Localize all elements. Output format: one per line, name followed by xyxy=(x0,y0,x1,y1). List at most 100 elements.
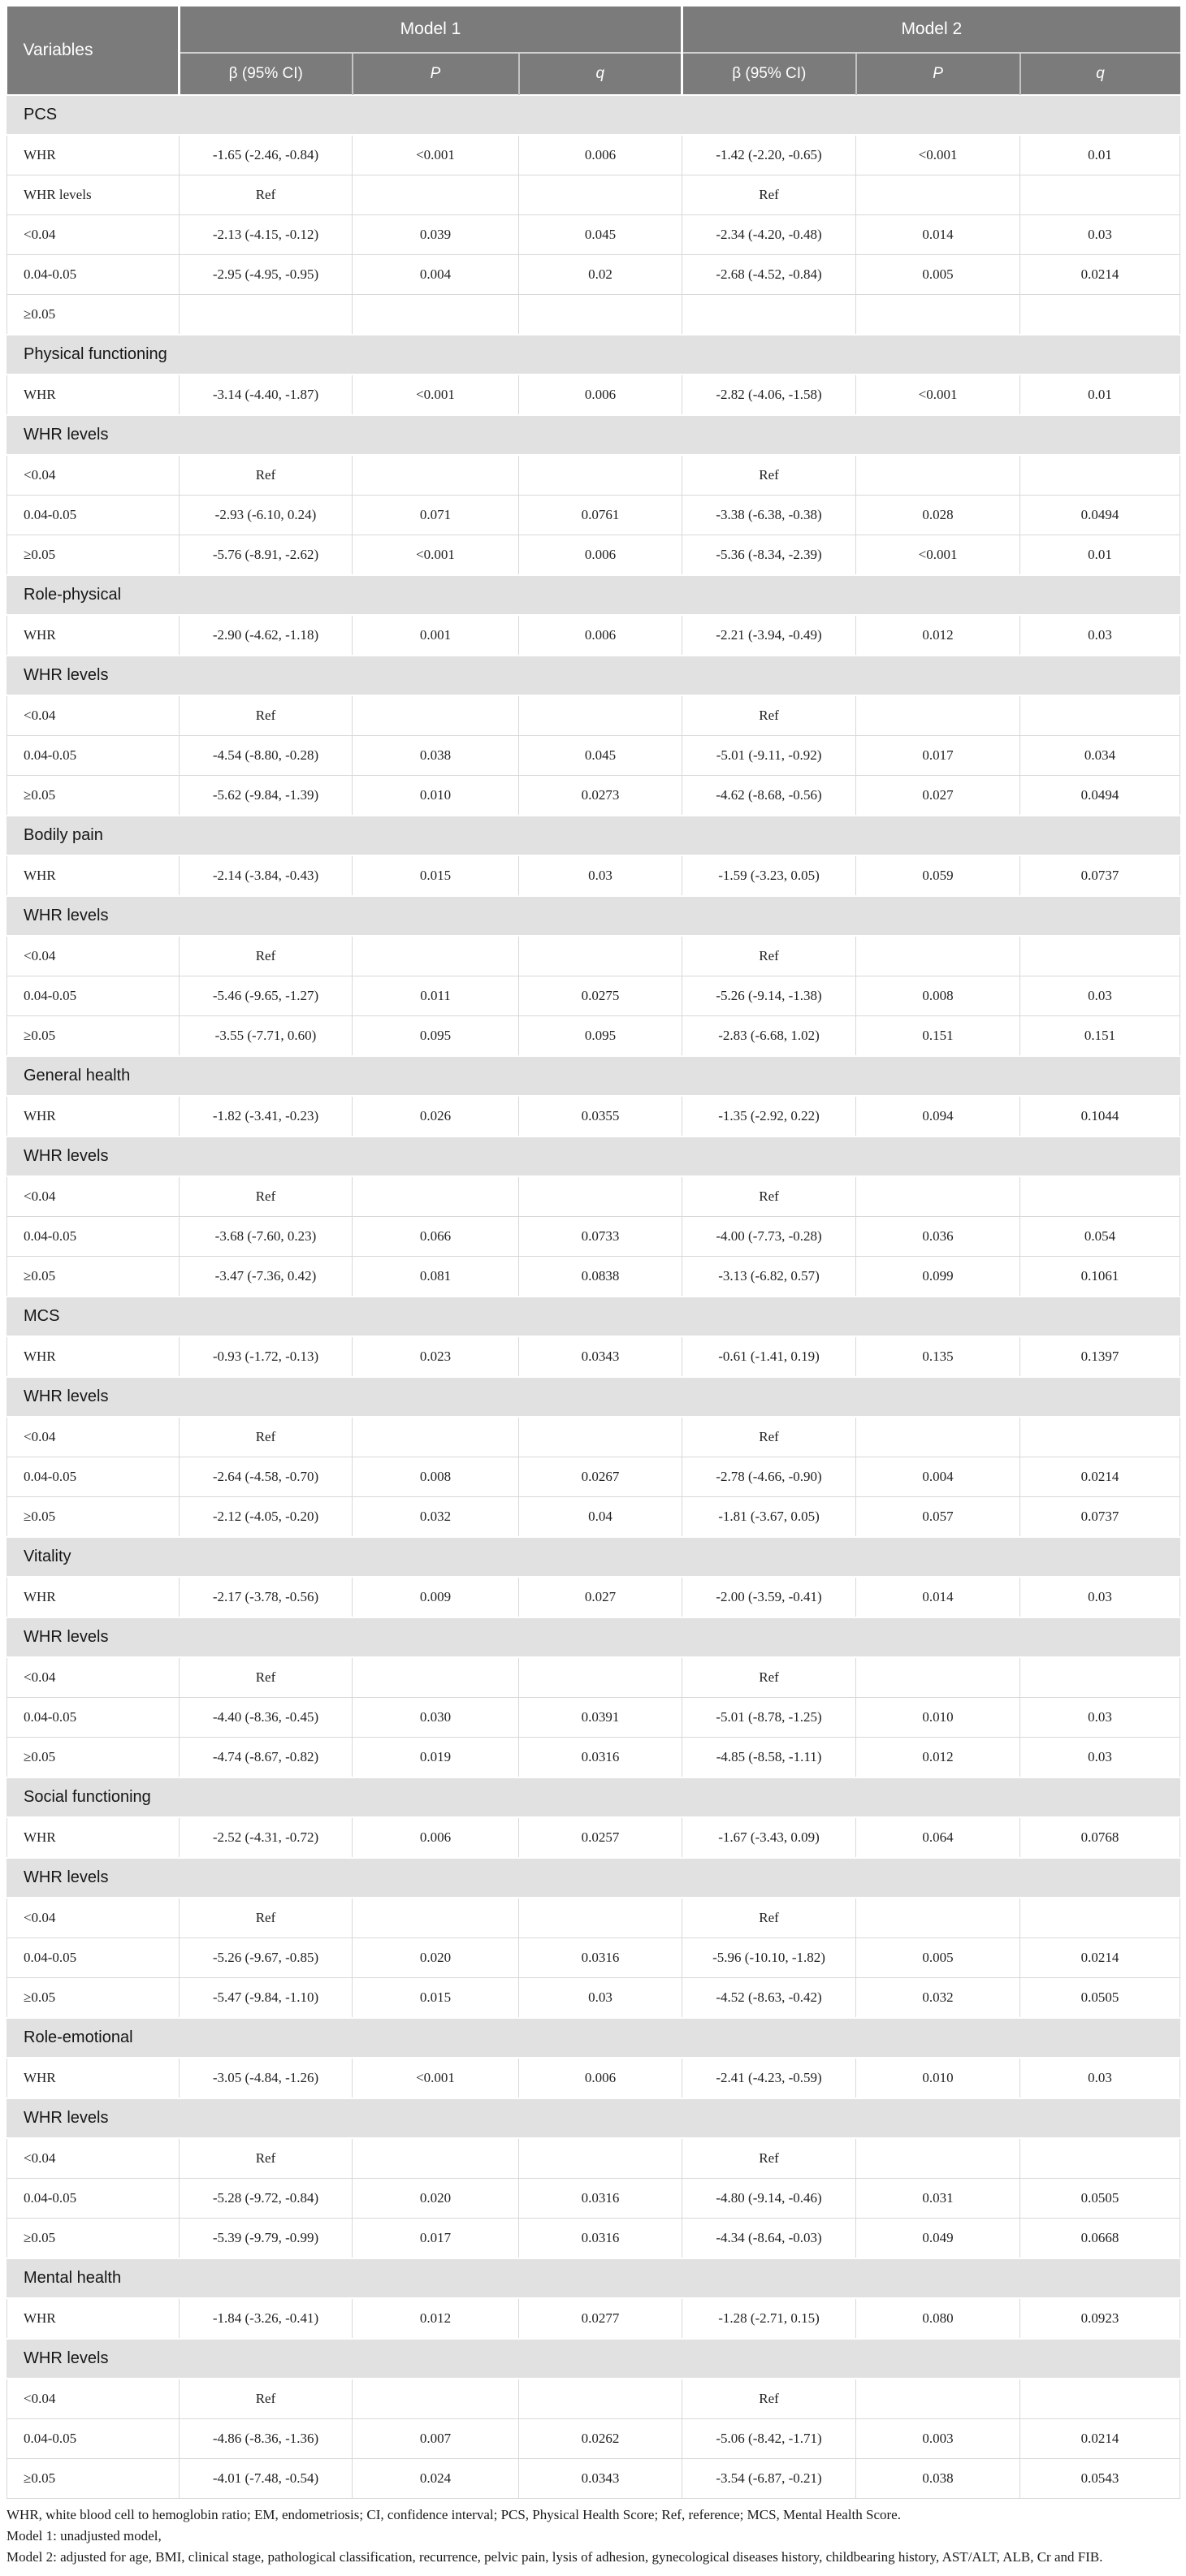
m2-p-cell: 0.080 xyxy=(855,2297,1021,2340)
table-row: 0.04-0.05 -2.93 (-6.10, 0.24) 0.071 0.0761-… xyxy=(6,495,1181,535)
m2-q-header: q xyxy=(1019,52,1180,95)
m2-beta-cell: -1.67 (-3.43, 0.09) xyxy=(682,1816,857,1859)
table-row: <0.04 Ref Ref xyxy=(6,2137,1181,2179)
m1-beta-cell: -1.82 (-3.41, -0.23) xyxy=(179,1095,353,1137)
m2-q-cell: 0.03 xyxy=(1019,214,1181,255)
m1-q-cell: 0.0316 xyxy=(517,1937,683,1978)
m2-q-cell: 0.03 xyxy=(1019,1737,1181,1778)
m1-p-cell: 0.081 xyxy=(352,1256,519,1297)
m2-beta-cell: -5.96 (-10.10, -1.82) xyxy=(682,1937,857,1978)
m2-p-cell: 0.027 xyxy=(855,775,1021,816)
m1-p-cell: 0.032 xyxy=(352,1496,519,1538)
table-row: 0.04-0.05 -2.95 (-4.95, -0.95) 0.004 0.02 -2… xyxy=(6,254,1181,295)
m2-beta-cell: -5.26 (-9.14, -1.38) xyxy=(682,976,857,1016)
m1-q-cell: 0.0343 xyxy=(517,1336,683,1378)
m1-q-cell: 0.0316 xyxy=(517,2178,683,2219)
m2-q-cell: 0.0214 xyxy=(1019,2418,1181,2459)
m2-p-cell: 0.005 xyxy=(855,254,1021,295)
m2-q-cell: 0.0505 xyxy=(1019,1977,1181,2019)
row-label: ≥0.05 xyxy=(6,1977,180,2019)
m1-q-cell: 0.0273 xyxy=(517,775,683,816)
m1-beta-header: β (95% CI) xyxy=(178,52,353,95)
table-row: WHR -1.65 (-2.46, -0.84) <0.001 0.006 -1.42 … xyxy=(6,134,1181,175)
m2-q-cell: 0.0214 xyxy=(1019,1457,1181,1497)
m2-beta-cell: -1.81 (-3.67, 0.05) xyxy=(682,1496,857,1538)
m1-q-cell xyxy=(517,1416,683,1457)
m1-p-cell xyxy=(352,1175,519,1217)
m2-q-cell xyxy=(1019,695,1181,736)
table-row: ≥0.05 -3.47 (-7.36, 0.42) 0.081 0.0838 -3.13… xyxy=(6,1256,1181,1297)
m1-q-cell: 0.006 xyxy=(517,614,683,656)
table-row: ≥0.05 -5.47 (-9.84, -1.10) 0.015 0.03 -4.52 … xyxy=(6,1977,1181,2019)
m2-beta-cell: -0.61 (-1.41, 0.19) xyxy=(682,1336,857,1378)
row-label: WHR xyxy=(6,2297,180,2340)
m1-beta-cell: -5.62 (-9.84, -1.39) xyxy=(179,775,353,816)
m1-beta-cell: Ref xyxy=(179,1416,353,1457)
section-row-bodily-pain: Bodily pain xyxy=(6,815,1181,856)
footnotes: WHR, white blood cell to hemoglobin rati… xyxy=(6,2505,1180,2568)
m1-beta-cell: -4.40 (-8.36, -0.45) xyxy=(179,1697,353,1738)
m2-p-cell: 0.003 xyxy=(855,2418,1021,2459)
m1-q-cell: 0.03 xyxy=(517,855,683,897)
table-row: WHR -2.52 (-4.31, -0.72) 0.006 0.0257 -1.67 … xyxy=(6,1816,1181,1859)
m1-q-cell: 0.095 xyxy=(517,1015,683,1057)
m1-beta-cell: -5.39 (-9.79, -0.99) xyxy=(179,2218,353,2259)
m2-q-cell xyxy=(1019,1416,1181,1457)
m1-beta-cell: Ref xyxy=(179,1175,353,1217)
m2-p-cell: 0.012 xyxy=(855,614,1021,656)
m2-p-cell: 0.099 xyxy=(855,1256,1021,1297)
m2-q-cell xyxy=(1019,2137,1181,2179)
m1-p-cell: <0.001 xyxy=(352,134,519,175)
m1-beta-cell: -0.93 (-1.72, -0.13) xyxy=(179,1336,353,1378)
m2-q-cell: 0.0543 xyxy=(1019,2458,1181,2499)
m1-q-cell xyxy=(517,454,683,496)
m1-beta-cell: -2.90 (-4.62, -1.18) xyxy=(179,614,353,656)
m2-q-cell xyxy=(1019,2378,1181,2419)
m1-p-cell: 0.030 xyxy=(352,1697,519,1738)
m1-q-cell: 0.02 xyxy=(517,254,683,295)
section-row-mcs: MCS xyxy=(6,1296,1181,1337)
m1-beta-cell: -3.05 (-4.84, -1.26) xyxy=(179,2057,353,2099)
m1-q-cell xyxy=(517,1897,683,1938)
m2-q-cell: 0.03 xyxy=(1019,1576,1181,1618)
row-label: 0.04-0.05 xyxy=(6,1937,180,1978)
section-title: PCS xyxy=(6,94,1181,136)
m2-beta-cell xyxy=(682,294,857,336)
table-row: <0.04 Ref Ref xyxy=(6,454,1181,496)
row-label: WHR xyxy=(6,1816,180,1859)
m2-q-cell: 0.0494 xyxy=(1019,775,1181,816)
m1-p-cell: 0.039 xyxy=(352,214,519,255)
m2-p-cell: 0.151 xyxy=(855,1015,1021,1057)
m2-q-cell: 0.0737 xyxy=(1019,855,1181,897)
row-label: WHR xyxy=(6,134,180,175)
section-row-general-health: General health xyxy=(6,1055,1181,1097)
m2-p-cell: 0.010 xyxy=(855,1697,1021,1738)
m2-beta-cell: -3.13 (-6.82, 0.57) xyxy=(682,1256,857,1297)
m2-beta-cell: -1.42 (-2.20, -0.65) xyxy=(682,134,857,175)
row-label: <0.04 xyxy=(6,2137,180,2179)
m1-beta-cell: -1.84 (-3.26, -0.41) xyxy=(179,2297,353,2340)
section-title: MCS xyxy=(6,1296,1181,1337)
section-row-social-functioning: Social functioning xyxy=(6,1777,1181,1818)
m1-q-cell: 0.0262 xyxy=(517,2418,683,2459)
m1-q-cell: 0.027 xyxy=(517,1576,683,1618)
m2-q-cell: 0.0505 xyxy=(1019,2178,1181,2219)
m2-beta-header: β (95% CI) xyxy=(681,52,856,95)
m1-q-cell xyxy=(517,294,683,336)
m2-q-cell: 0.0494 xyxy=(1019,495,1181,535)
m2-p-cell xyxy=(855,2137,1021,2179)
table-row: WHR -3.05 (-4.84, -1.26) <0.001 0.006 -2.41 … xyxy=(6,2057,1181,2099)
m1-q-cell xyxy=(517,2137,683,2179)
m1-p-cell: 0.020 xyxy=(352,2178,519,2219)
table-row: ≥0.05 -5.62 (-9.84, -1.39) 0.010 0.0273 -4.6… xyxy=(6,775,1181,816)
subsection-title: WHR levels xyxy=(6,1136,1181,1177)
table-row: 0.04-0.05 -2.64 (-4.58, -0.70) 0.008 0.0267… xyxy=(6,1457,1181,1497)
m2-q-cell: 0.01 xyxy=(1019,374,1181,416)
row-label: 0.04-0.05 xyxy=(6,495,180,535)
subsection-row: WHR levels xyxy=(6,1857,1181,1898)
m1-q-cell: 0.03 xyxy=(517,1977,683,2019)
m1-beta-cell: -5.47 (-9.84, -1.10) xyxy=(179,1977,353,2019)
m2-p-cell: 0.010 xyxy=(855,2057,1021,2099)
m2-beta-cell: Ref xyxy=(682,935,857,976)
